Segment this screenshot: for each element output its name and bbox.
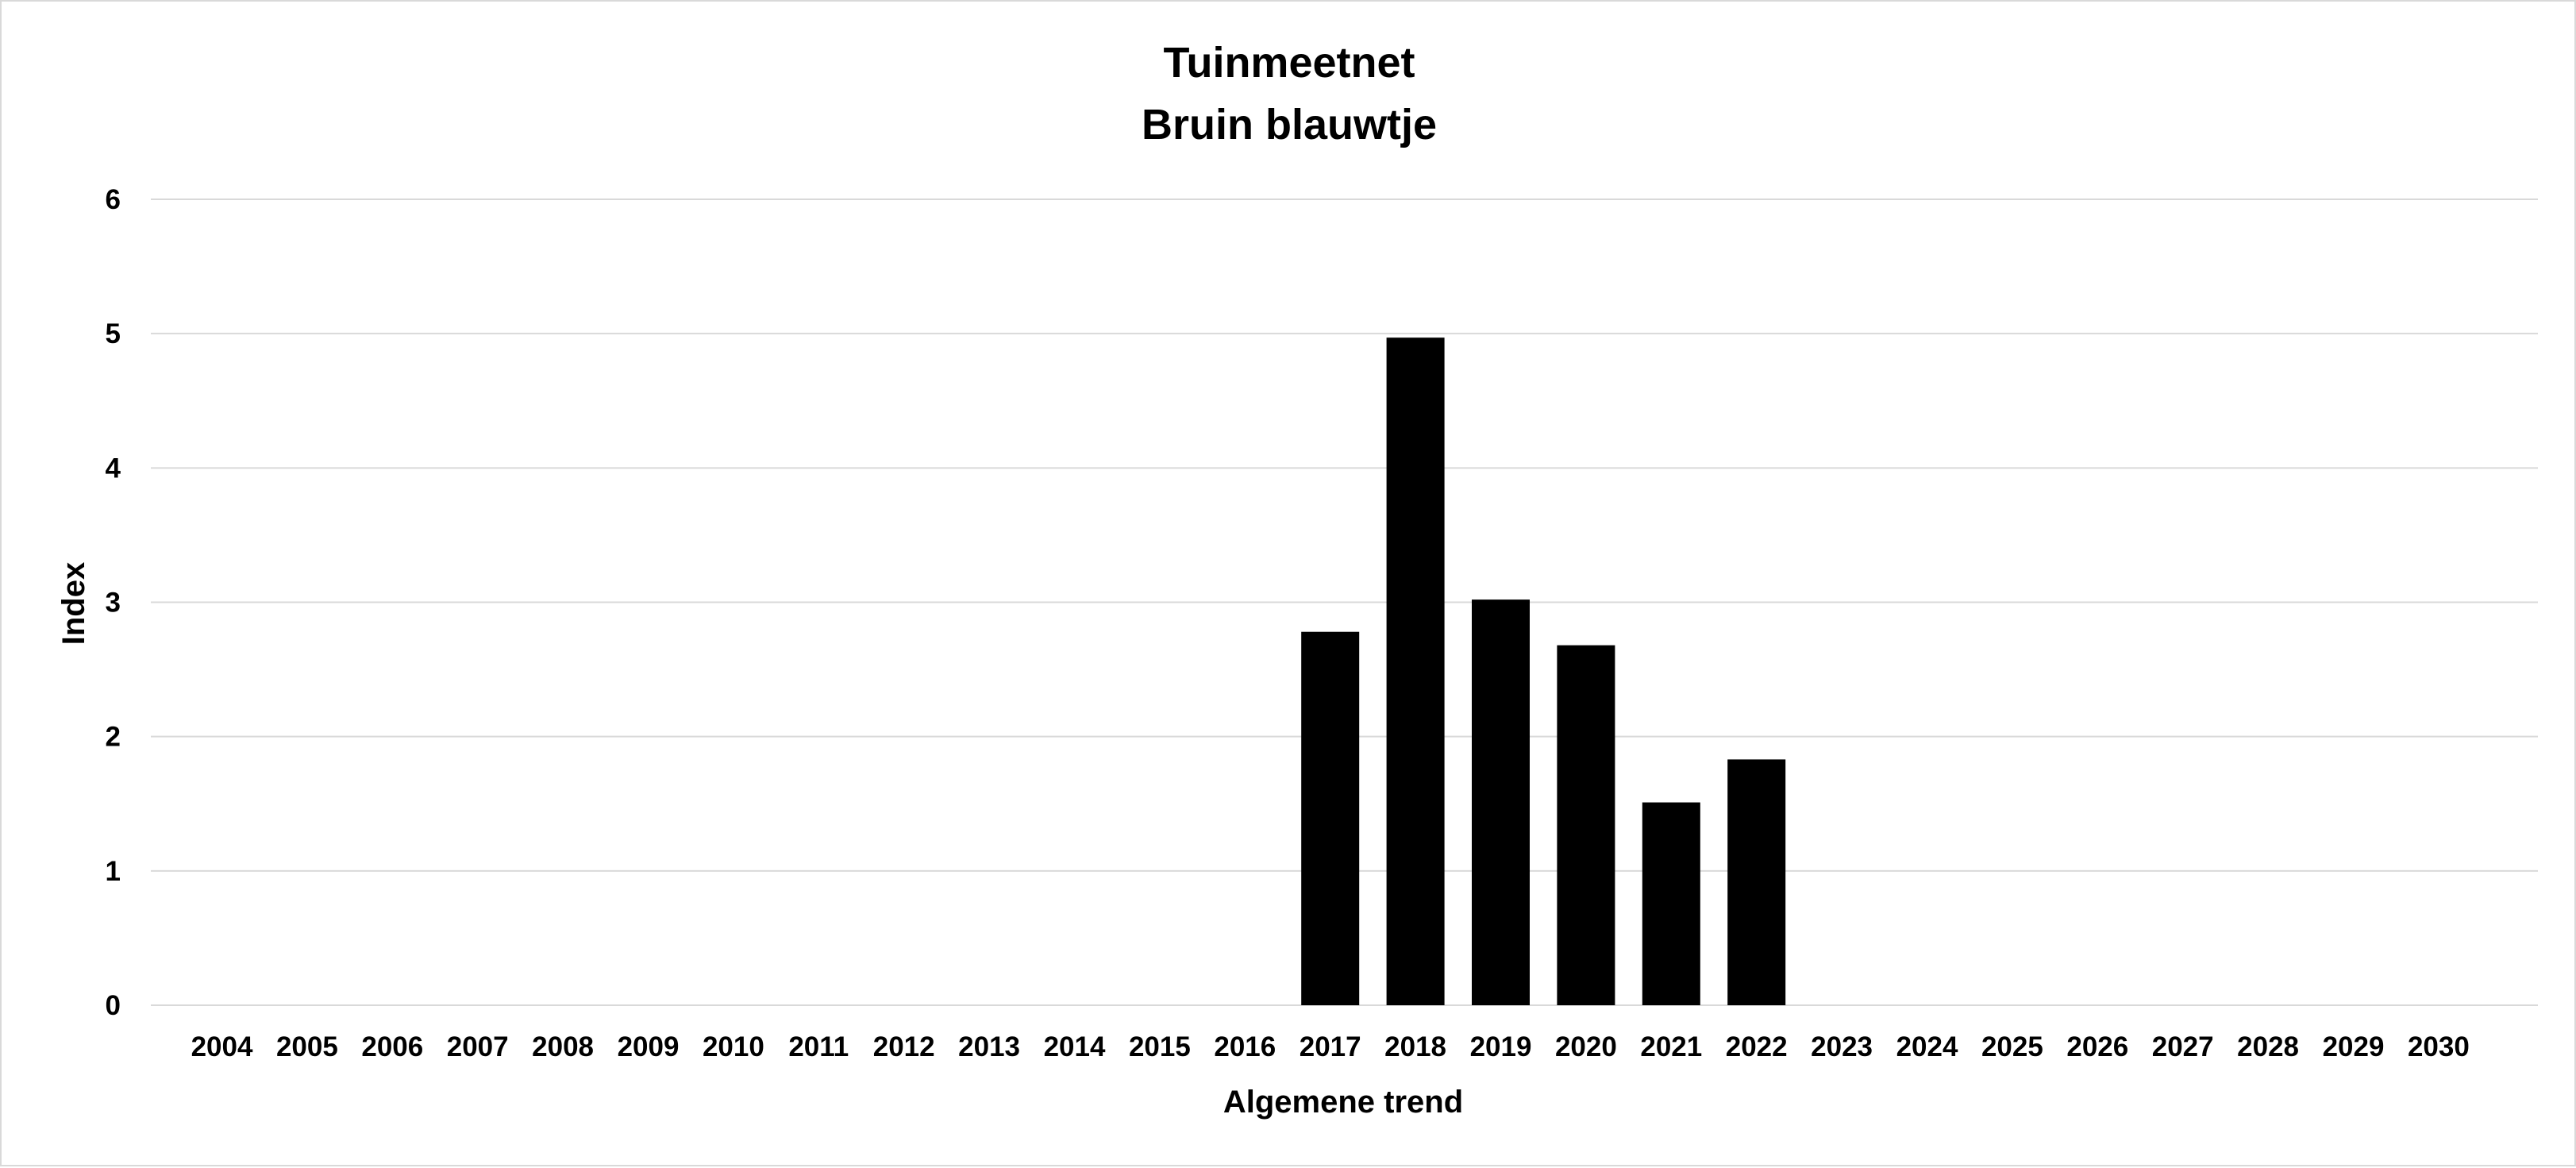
x-tick-label: 2008 — [532, 1031, 594, 1062]
bars — [1301, 337, 1786, 1005]
x-tick-label: 2029 — [2323, 1031, 2385, 1062]
y-tick-label: 5 — [106, 318, 121, 349]
x-tick-label: 2011 — [788, 1031, 849, 1062]
y-tick-label: 4 — [106, 453, 121, 484]
x-tick-label: 2024 — [1896, 1031, 1958, 1062]
y-tick-label: 3 — [106, 588, 121, 619]
x-tick-label: 2007 — [447, 1031, 509, 1062]
x-tick-label: 2006 — [361, 1031, 423, 1062]
y-tick-label: 2 — [106, 722, 121, 753]
x-tick-label: 2013 — [958, 1031, 1020, 1062]
x-tick-label: 2030 — [2408, 1031, 2470, 1062]
x-tick-label: 2016 — [1214, 1031, 1276, 1062]
x-tick-label: 2021 — [1640, 1031, 1702, 1062]
x-tick-label: 2012 — [873, 1031, 935, 1062]
chart-title: Tuinmeetnet — [1163, 39, 1415, 87]
bar-2021 — [1642, 802, 1700, 1005]
y-tick-label: 0 — [106, 990, 121, 1021]
y-tick-labels: 0 1 2 3 4 5 6 — [106, 184, 121, 1021]
x-tick-label: 2022 — [1726, 1031, 1788, 1062]
x-tick-label: 2014 — [1044, 1031, 1106, 1062]
x-tick-label: 2004 — [191, 1031, 253, 1062]
bar-2019 — [1472, 599, 1530, 1005]
x-tick-label: 2009 — [618, 1031, 680, 1062]
bar-2020 — [1557, 645, 1615, 1005]
x-tick-label: 2020 — [1555, 1031, 1617, 1062]
x-tick-label: 2018 — [1384, 1031, 1446, 1062]
x-tick-label: 2026 — [2066, 1031, 2128, 1062]
x-tick-label: 2010 — [703, 1031, 764, 1062]
y-tick-label: 1 — [106, 856, 121, 887]
x-tick-label: 2005 — [276, 1031, 338, 1062]
y-tick-label: 6 — [106, 184, 121, 215]
x-tick-label: 2025 — [1981, 1031, 2043, 1062]
x-tick-label: 2023 — [1811, 1031, 1873, 1062]
bar-2022 — [1727, 759, 1786, 1005]
x-tick-label: 2027 — [2152, 1031, 2214, 1062]
x-tick-label: 2015 — [1129, 1031, 1191, 1062]
x-tick-labels: 2004 2005 2006 2007 2008 2009 2010 2011 2012 2013… — [191, 1031, 2470, 1062]
x-tick-label: 2028 — [2237, 1031, 2299, 1062]
x-tick-label: 2019 — [1470, 1031, 1532, 1062]
x-tick-label: 2017 — [1300, 1031, 1361, 1062]
bar-2018 — [1386, 337, 1445, 1005]
x-axis-title: Algemene trend — [1223, 1085, 1463, 1120]
chart-subtitle: Bruin blauwtje — [1142, 101, 1437, 148]
bar-2017 — [1301, 631, 1360, 1005]
y-axis-title: Index — [56, 562, 91, 645]
